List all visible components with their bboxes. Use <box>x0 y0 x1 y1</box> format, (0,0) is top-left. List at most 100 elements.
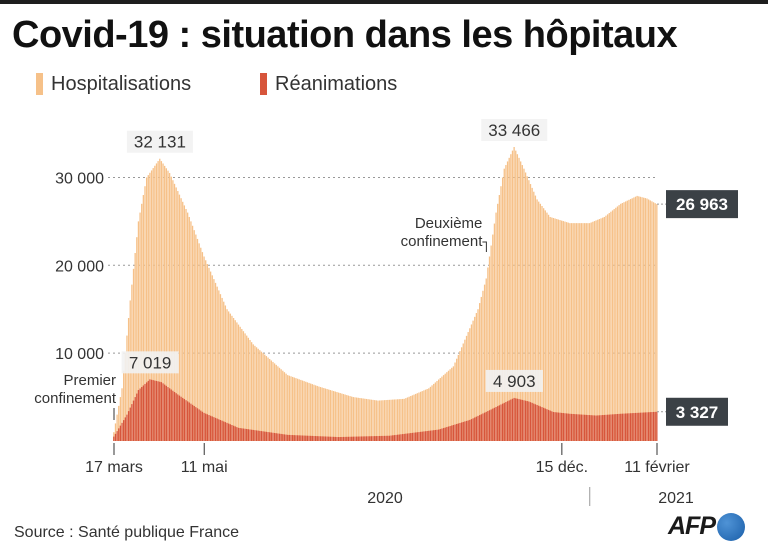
reanimations-bar <box>321 436 323 441</box>
hospitalisations-bar <box>421 391 423 441</box>
reanimations-bar <box>541 407 543 441</box>
reanimations-bar <box>265 431 268 441</box>
event-label-line: confinement <box>401 233 484 250</box>
reanimations-bar <box>232 425 235 441</box>
reanimations-bar <box>629 413 632 441</box>
hospitalisations-bar <box>393 399 396 441</box>
reanimations-bar <box>472 418 474 441</box>
reanimations-bar <box>633 413 635 441</box>
hospitalisations-bar <box>337 392 340 441</box>
reanimations-bar <box>539 406 542 441</box>
hospitalisations-bar <box>439 378 441 441</box>
reanimations-bar <box>626 413 628 441</box>
reanimations-bar <box>649 412 651 441</box>
hospitalisations-bar <box>180 198 182 441</box>
reanimations-bar <box>401 434 404 441</box>
hospitalisations-bar <box>526 176 528 441</box>
hospitalisations-bar <box>262 353 264 441</box>
reanimations-bar <box>613 414 615 441</box>
reanimations-bar <box>168 388 171 441</box>
hospitalisations-bar <box>362 398 364 441</box>
hospitalisations-bar <box>539 203 542 441</box>
hospitalisations-bar <box>554 218 556 441</box>
reanimations-bar <box>652 411 655 441</box>
reanimations-bar <box>492 408 494 441</box>
reanimations-bar <box>167 387 169 441</box>
hospitalisations-bar <box>205 260 207 441</box>
hospitalisations-bar <box>574 223 576 441</box>
hospitalisations-bar <box>518 157 520 441</box>
reanimations-bar <box>344 436 346 441</box>
reanimations-bar <box>231 424 233 441</box>
event-label-line: Deuxième <box>415 215 483 232</box>
reanimations-bar <box>264 431 266 441</box>
reanimations-bar <box>590 415 592 441</box>
hospitalisations-bar <box>134 253 136 441</box>
reanimations-bar <box>416 432 418 441</box>
hospitalisations-bar <box>516 154 519 441</box>
hospitalisations-bar <box>451 367 453 441</box>
hospitalisations-bar <box>515 150 517 442</box>
reanimations-bar <box>426 431 428 441</box>
reanimations-bar <box>250 429 253 441</box>
reanimations-bar <box>405 433 407 441</box>
hospitalisations-bar <box>360 398 363 441</box>
hospitalisations-bar <box>587 223 589 441</box>
reanimations-bar <box>369 436 371 441</box>
reanimations-bar <box>280 433 282 441</box>
reanimations-bar <box>418 432 420 441</box>
reanimations-bar <box>479 415 481 441</box>
reanimations-bar <box>328 436 330 441</box>
hospitalisations-bar <box>524 172 527 441</box>
hospitalisations-bar <box>137 221 140 441</box>
hospitalisations-bar <box>369 399 371 441</box>
reanimations-bar <box>198 409 200 441</box>
hospitalisations-bar <box>214 282 217 441</box>
reanimations-bar <box>182 397 184 441</box>
reanimations-bar <box>300 435 302 441</box>
hospitalisations-bar <box>475 313 478 441</box>
reanimations-bar <box>193 405 195 441</box>
hospitalisations-bar <box>382 400 384 441</box>
hospitalisations-bar <box>605 215 607 441</box>
reanimations-bar <box>503 402 505 441</box>
reanimations-bar <box>582 414 584 441</box>
hospitalisations-bar <box>364 398 366 441</box>
reanimations-bar <box>643 412 645 441</box>
legend-reanimations: Réanimations <box>260 72 397 96</box>
globe-icon <box>717 512 745 541</box>
hospitalisations-bar <box>159 158 161 442</box>
hospitalisations-bar <box>236 322 238 441</box>
hospitalisations-bar <box>406 397 409 441</box>
hospitalisations-bar <box>191 225 194 441</box>
hospitalisations-bar <box>280 369 282 441</box>
hospitalisations-bar <box>185 209 187 441</box>
reanimations-bar <box>249 429 251 441</box>
reanimations-bar <box>214 417 217 441</box>
reanimations-bar <box>383 435 386 441</box>
reanimations-bar <box>654 411 656 441</box>
reanimations-bar <box>515 398 517 441</box>
reanimations-bar <box>392 435 394 441</box>
hospitalisations-bar <box>457 354 459 441</box>
reanimations-bar <box>554 412 556 441</box>
hospitalisations-bar <box>506 161 509 441</box>
hospitalisations-bar <box>631 198 633 441</box>
reanimations-bar <box>452 425 455 441</box>
hospitalisations-bar <box>629 199 632 441</box>
hospitalisations-bar <box>224 305 227 441</box>
hospitalisations-bar <box>464 339 466 441</box>
reanimations-bar <box>164 384 166 441</box>
last-value-label: 3 327 <box>676 403 719 422</box>
hospitalisations-bar <box>336 392 338 441</box>
hospitalisations-bar <box>638 196 640 441</box>
reanimations-bar <box>288 434 291 441</box>
hospitalisations-bar <box>480 296 482 441</box>
reanimations-bar <box>311 435 313 441</box>
reanimations-bar <box>211 416 213 441</box>
hospitalisations-bar <box>497 203 499 441</box>
reanimations-bar <box>121 422 123 441</box>
hospitalisations-bar <box>643 197 645 441</box>
reanimations-bar <box>500 404 502 441</box>
reanimations-bar <box>467 420 469 441</box>
